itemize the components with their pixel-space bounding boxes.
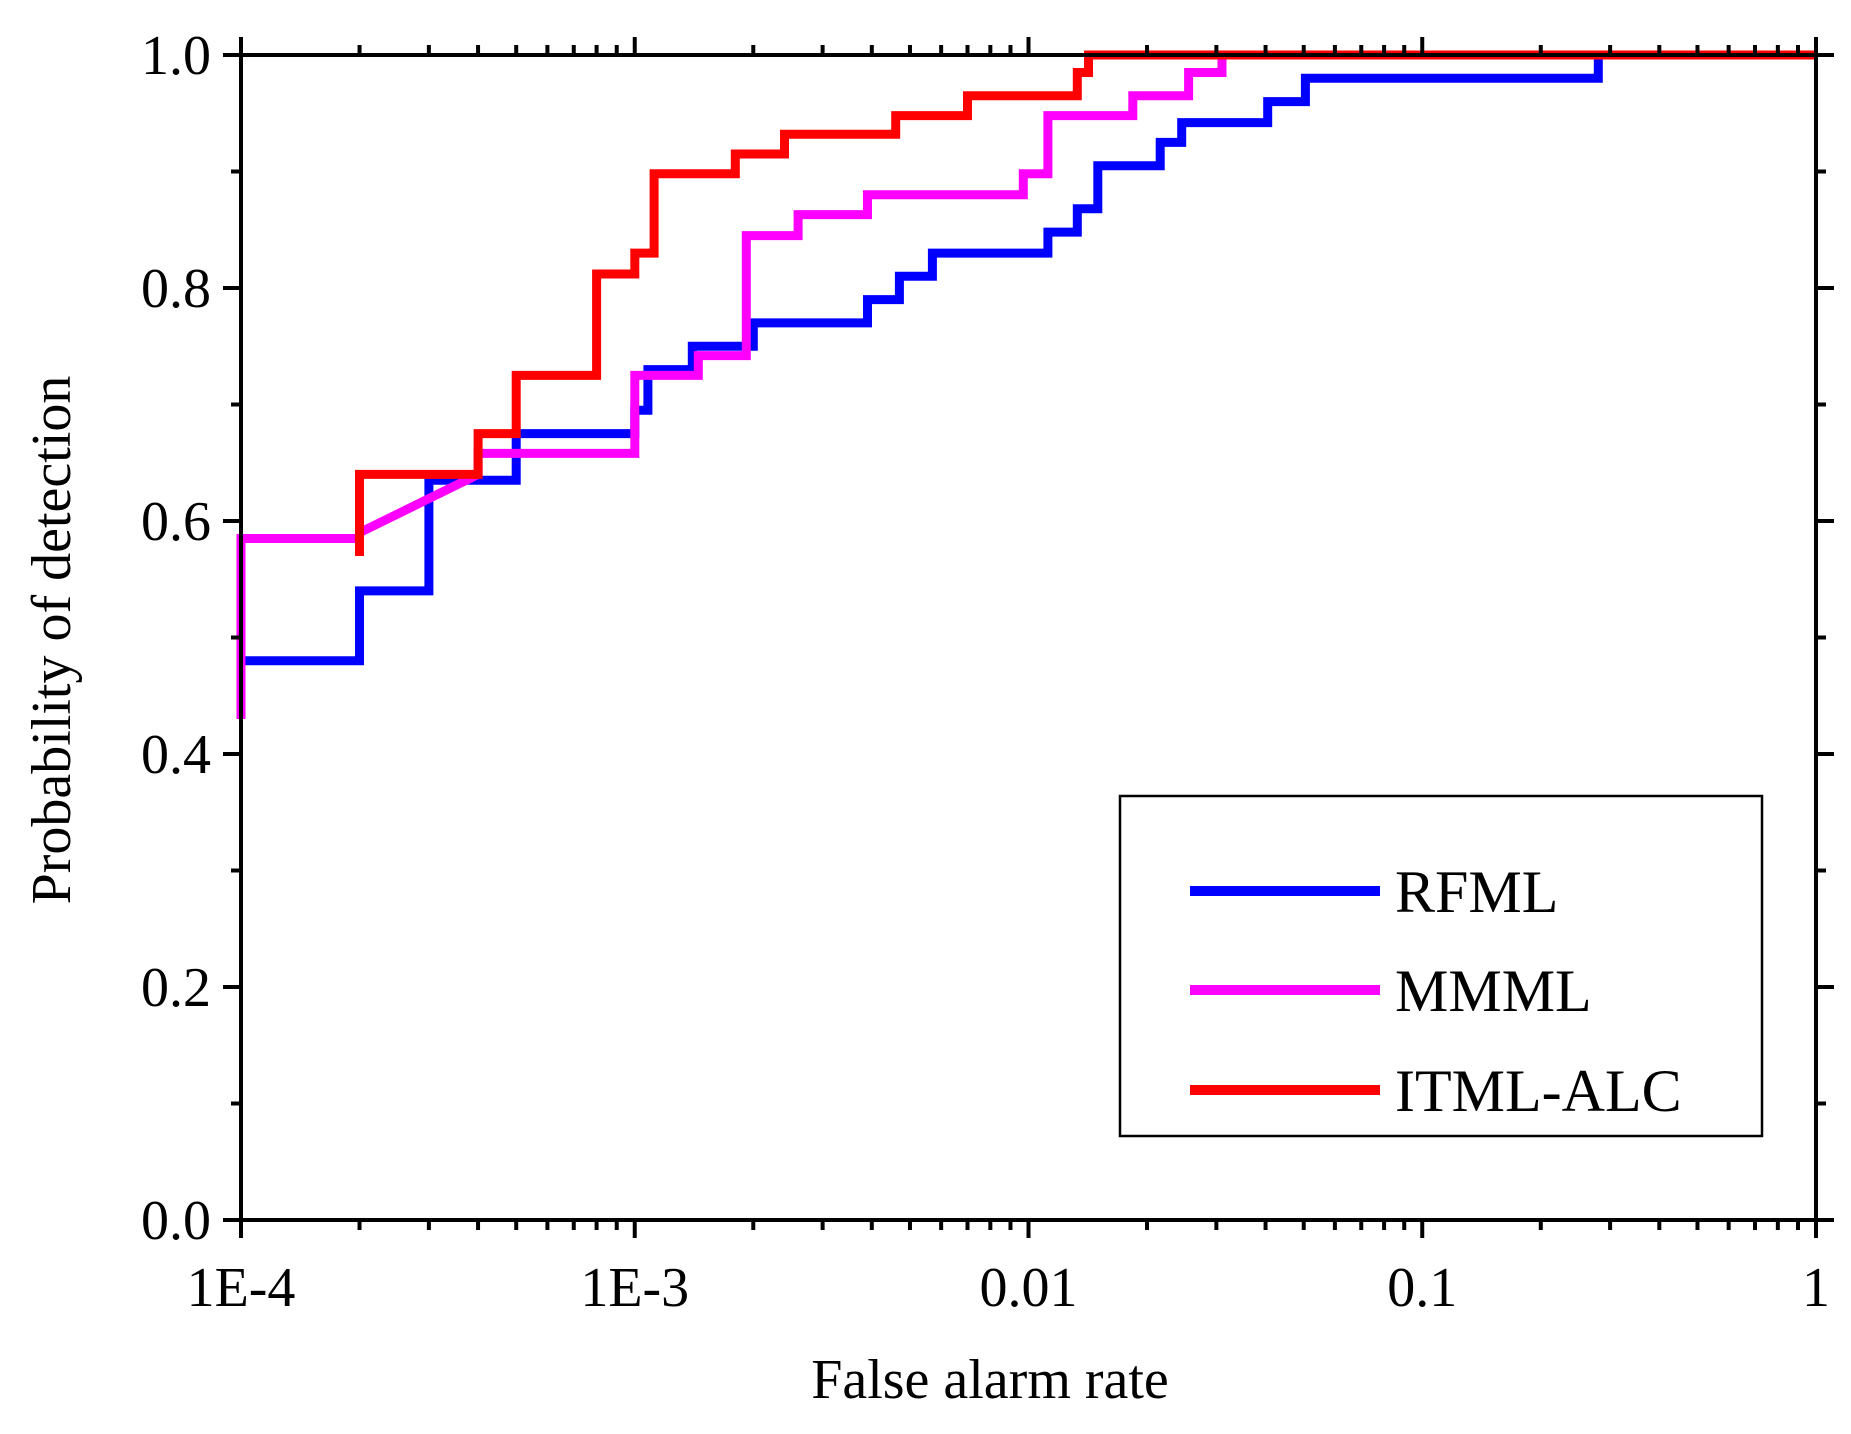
y-tick-label: 0.2 [141,957,211,1019]
x-tick-label: 0.01 [980,1257,1078,1319]
y-tick-label: 1.0 [141,25,211,87]
x-tick-label: 0.1 [1387,1257,1457,1319]
tick-labels-layer: 0.0 0.2 0.4 0.6 0.8 1.0 1E-4 1E-3 0.01 0.1 1 [141,25,1830,1319]
x-tick-label: 1 [1802,1257,1830,1319]
y-tick-label: 0.0 [141,1190,211,1252]
legend-label-mmml: MMML [1395,958,1592,1024]
series-line-rfml [241,50,1816,666]
legend-box [1118,794,1764,1138]
legend: RFML MMML ITML-ALC [1118,794,1764,1138]
series-line-itml-alc [355,50,1816,556]
legend-label-itml-alc: ITML-ALC [1395,1058,1682,1124]
y-axis-label: Probability of detection [21,376,83,905]
x-axis-label: False alarm rate [811,1349,1169,1411]
y-tick-label: 0.8 [141,258,211,320]
x-tick-label: 1E-4 [187,1257,296,1319]
series-line-mmml [236,50,1816,719]
ticks-layer [223,37,1834,1238]
x-tick-label: 1E-3 [580,1257,689,1319]
y-tick-label: 0.6 [141,491,211,553]
legend-label-rfml: RFML [1395,859,1558,925]
y-tick-label: 0.4 [141,724,211,786]
series-layer [236,50,1816,719]
